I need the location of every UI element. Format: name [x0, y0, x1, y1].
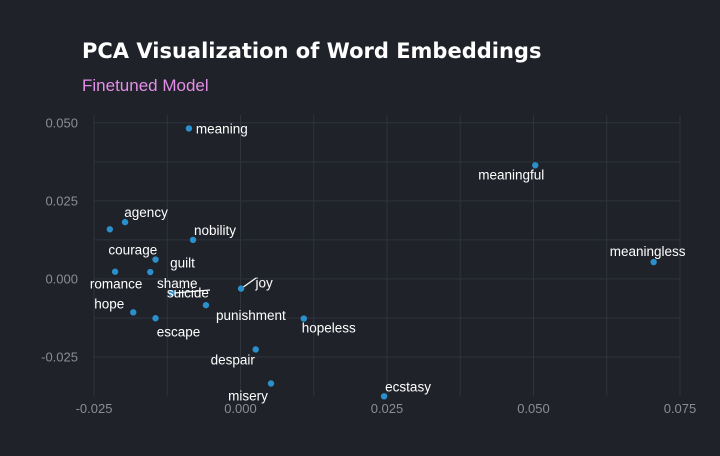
label-ecstasy: ecstasy: [385, 379, 431, 394]
x-tick-label: 0.000: [224, 401, 257, 416]
label-agency: agency: [124, 205, 168, 220]
x-tick-label: -0.025: [76, 401, 113, 416]
point-guilt: [152, 256, 159, 263]
point-hope: [130, 309, 137, 316]
point-meaningful: [532, 162, 539, 169]
grid-lines: [93, 115, 681, 396]
label-hopeless: hopeless: [302, 321, 356, 336]
chart-title: PCA Visualization of Word Embeddings: [82, 39, 541, 63]
point-ecstasy: [380, 393, 388, 400]
x-tick-label: 0.050: [517, 401, 550, 416]
label-shame: shame: [157, 276, 198, 291]
point-agency: [121, 218, 129, 226]
point-shame: [147, 268, 154, 276]
label-suicide: suicide: [167, 285, 209, 300]
point-meaningless: [650, 258, 657, 266]
label-joy: joy: [254, 276, 273, 291]
label-despair: despair: [211, 352, 256, 367]
label-romance: romance: [90, 277, 143, 292]
point-suicide: [168, 290, 176, 297]
x-tick-label: 0.025: [371, 401, 404, 416]
axis-tick-labels: -0.025 0.000 0.025 0.050 0.075 -0.025 0.000 0.0…: [41, 115, 696, 416]
label-guilt: guilt: [170, 256, 195, 271]
x-tick-label: 0.075: [664, 401, 697, 416]
label-misery: misery: [228, 389, 268, 404]
y-tick-label: 0.000: [45, 271, 78, 286]
point-romance: [111, 268, 119, 275]
label-meaningless: meaningless: [610, 244, 686, 259]
point-labels: meaning meaningful meaningless agency courag…: [90, 121, 686, 403]
label-meaningful: meaningful: [478, 167, 544, 182]
point-joy: [237, 285, 245, 292]
point-punishment: [202, 301, 210, 309]
y-tick-label: 0.050: [45, 115, 78, 130]
label-punishment: punishment: [216, 308, 286, 323]
data-points: [106, 125, 657, 400]
point-courage: [106, 226, 114, 233]
point-nobility: [189, 236, 197, 244]
y-tick-label: 0.025: [45, 193, 78, 208]
label-courage: courage: [108, 242, 157, 257]
chart-subtitle: Finetuned Model: [82, 76, 209, 95]
point-despair: [252, 346, 259, 353]
point-escape: [152, 315, 159, 322]
label-meaning: meaning: [196, 121, 248, 136]
label-nobility: nobility: [194, 223, 236, 238]
leader-line-suicide: [171, 289, 211, 294]
point-misery: [267, 380, 275, 387]
point-hopeless: [300, 315, 307, 322]
y-tick-label: -0.025: [41, 349, 78, 364]
label-hope: hope: [94, 296, 124, 311]
point-meaning: [185, 125, 193, 132]
label-escape: escape: [157, 324, 201, 339]
